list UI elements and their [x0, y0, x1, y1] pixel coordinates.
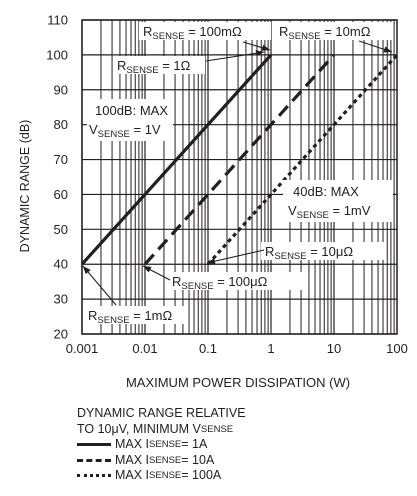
y-tick-label: 50 — [54, 222, 68, 237]
y-tick-label: 80 — [54, 117, 68, 132]
annotation-r10u: RSENSE = 10μΩ — [265, 244, 353, 262]
arrow-r1 — [205, 51, 265, 62]
y-tick-label: 90 — [54, 82, 68, 97]
x-tick-label: 0.01 — [132, 341, 157, 356]
plot-frame — [81, 19, 398, 335]
annotation-bg-max100 — [87, 99, 173, 141]
x-tick-label: 10 — [327, 341, 341, 356]
annotation-r100m: RSENSE = 100mΩ — [143, 24, 242, 42]
series-line-solid — [80, 53, 273, 266]
legend-swatch-dash — [77, 458, 111, 462]
legend-swatch-solid — [77, 443, 111, 447]
arrow-r10m-head — [383, 46, 392, 53]
arrow-r10u-head — [207, 258, 216, 265]
arrow-r100m-head — [261, 44, 270, 51]
legend-item-100a: MAX I SENSE = 100A — [77, 468, 246, 484]
arrow-r10u — [206, 249, 265, 264]
arrow-r100u-head — [143, 266, 152, 273]
legend-swatch-dot — [77, 474, 111, 478]
y-tick-label: 60 — [54, 187, 68, 202]
legend-item-10a: MAX I SENSE = 10A — [77, 453, 246, 469]
series-line-dash — [143, 53, 336, 266]
annotation-r100u: RSENSE = 100μΩ — [172, 274, 268, 292]
y-tick-label: 100 — [46, 47, 68, 62]
annotation-r1m: RSENSE = 1mΩ — [88, 308, 172, 326]
legend-title-line2: TO 10μV, MINIMUM V SENSE — [77, 421, 234, 436]
annotation-max100-line1: 100dB: MAX — [95, 103, 168, 118]
y-tick-label: 20 — [54, 327, 68, 342]
annotation-bg-r10u — [261, 242, 385, 260]
series-line-dot — [206, 53, 399, 266]
annotation-bg-max40 — [283, 180, 393, 222]
annotation-bg-r1m — [84, 306, 188, 324]
x-tick-label: 0.001 — [66, 341, 99, 356]
x-tick-label: 0.1 — [199, 341, 217, 356]
y-tick-label: 40 — [54, 257, 68, 272]
annotation-r1: RSENSE = 1Ω — [117, 58, 191, 76]
annotation-max100-line2: VSENSE = 1V — [89, 122, 161, 140]
annotation-bg-r10m — [275, 22, 393, 40]
annotation-r10m: RSENSE = 10mΩ — [279, 24, 371, 42]
arrow-r1-head — [255, 50, 264, 57]
arrow-r1m-head — [83, 266, 91, 275]
legend: DYNAMIC RANGE RELATIVE TO 10μV, MINIMUM … — [77, 406, 246, 484]
x-tick-label: 1 — [267, 341, 274, 356]
annotation-bg-r100u — [168, 272, 302, 290]
annotation-max40-line2: VSENSE = 1mV — [288, 203, 371, 221]
legend-item-1a: MAX I SENSE = 1A — [77, 437, 246, 453]
y-axis-label: DYNAMIC RANGE (dB) — [18, 120, 32, 253]
arrow-r1m — [82, 265, 117, 306]
annotation-max40-line1: 40dB: MAX — [293, 184, 359, 199]
x-tick-label: 100 — [386, 341, 408, 356]
annotations: RSENSE = 100mΩ RSENSE = 10mΩ RSENSE = 1Ω 10… — [82, 22, 393, 326]
legend-title-line1: DYNAMIC RANGE RELATIVE — [77, 406, 246, 420]
annotation-bg-r100m — [139, 22, 271, 40]
series-lines — [80, 53, 399, 266]
y-tick-label: 30 — [54, 292, 68, 307]
annotation-bg-r1 — [113, 56, 205, 74]
y-tick-label: 110 — [47, 13, 68, 28]
y-tick-label: 70 — [54, 152, 68, 167]
x-axis-label: MAXIMUM POWER DISSIPATION (W) — [126, 375, 350, 390]
